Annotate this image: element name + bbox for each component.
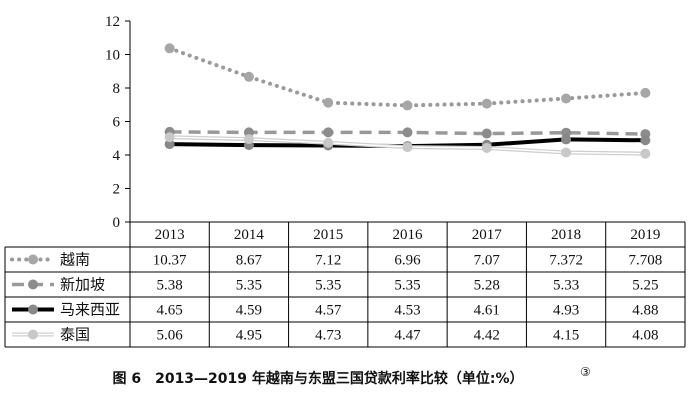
x-category-label: 2015 — [313, 227, 343, 243]
legend-label: 新加坡 — [60, 276, 105, 294]
axis-layer: 0 2 4 6 8 10 12 — [105, 14, 131, 231]
legend-swatch — [12, 279, 54, 290]
data-label: 4.61 — [474, 303, 500, 319]
data-label: 4.42 — [474, 328, 500, 344]
data-label: 4.08 — [632, 328, 658, 344]
data-label: 8.67 — [236, 253, 263, 269]
data-label: 5.35 — [315, 278, 341, 294]
series-point — [243, 134, 254, 145]
series-point — [323, 137, 334, 148]
data-label: 4.95 — [236, 328, 262, 344]
data-label: 5.38 — [157, 278, 183, 294]
data-label: 7.708 — [628, 253, 662, 269]
series-point — [164, 139, 175, 150]
legend-label: 泰国 — [60, 326, 90, 344]
series-point — [481, 98, 492, 109]
series-layer — [164, 43, 651, 159]
data-label: 5.28 — [474, 278, 500, 294]
data-label: 4.88 — [632, 303, 658, 319]
data-label: 5.06 — [157, 328, 184, 344]
series-point — [561, 93, 572, 104]
series-point — [640, 148, 651, 159]
series-point — [561, 134, 572, 145]
data-label: 4.93 — [553, 303, 579, 319]
data-label: 10.37 — [153, 253, 187, 269]
data-label: 6.96 — [394, 253, 421, 269]
x-category-label: 2019 — [630, 227, 660, 243]
series-point — [164, 132, 175, 143]
series-point — [640, 87, 651, 98]
legend-label: 越南 — [60, 251, 90, 269]
x-category-label: 2018 — [551, 227, 581, 243]
series-point — [323, 127, 334, 138]
legend-label: 马来西亚 — [60, 301, 120, 319]
y-tick-label: 0 — [113, 215, 121, 231]
series-泰国 — [164, 132, 651, 159]
data-label: 5.35 — [236, 278, 262, 294]
y-tick-label: 12 — [105, 14, 120, 30]
y-tick-label: 2 — [113, 182, 121, 198]
series-point — [481, 142, 492, 153]
legend-swatch — [12, 329, 54, 340]
series-越南 — [164, 43, 651, 111]
legend-swatch — [12, 304, 54, 315]
series-point — [402, 127, 413, 138]
x-category-label: 2017 — [472, 227, 503, 243]
data-label: 4.65 — [157, 303, 183, 319]
y-tick-label: 6 — [113, 115, 121, 131]
series-line — [167, 46, 648, 108]
series-point — [561, 147, 572, 158]
series-point — [402, 142, 413, 153]
series-point — [481, 128, 492, 139]
chart-caption: 图 6 2013—2019 年越南与东盟三国贷款利率比较（单位:%） — [112, 370, 523, 387]
series-point — [164, 43, 175, 54]
series-point — [323, 97, 334, 108]
x-category-label: 2016 — [393, 227, 424, 243]
y-tick-label: 10 — [105, 48, 120, 64]
caption-footnote-mark: ③ — [580, 365, 591, 379]
series-point — [640, 135, 651, 146]
data-label: 4.47 — [394, 328, 421, 344]
y-tick-label: 4 — [113, 148, 121, 164]
series-point — [243, 71, 254, 82]
x-category-label: 2013 — [155, 227, 185, 243]
data-label: 5.33 — [553, 278, 579, 294]
data-table: 2013 2014 2015 2016 2017 2018 2019 越南 10.37 8.67 7… — [4, 221, 686, 348]
series-point — [402, 100, 413, 111]
x-category-label: 2014 — [234, 227, 265, 243]
data-label: 5.25 — [632, 278, 658, 294]
data-label: 7.07 — [474, 253, 501, 269]
data-label: 4.73 — [315, 328, 341, 344]
data-label: 4.53 — [394, 303, 420, 319]
data-label: 4.15 — [553, 328, 579, 344]
legend-swatch — [10, 254, 56, 265]
data-label: 5.35 — [394, 278, 420, 294]
y-tick-label: 8 — [113, 81, 121, 97]
data-label: 7.12 — [315, 253, 341, 269]
data-label: 4.59 — [236, 303, 262, 319]
data-label: 4.57 — [315, 303, 342, 319]
data-label: 7.372 — [549, 253, 583, 269]
